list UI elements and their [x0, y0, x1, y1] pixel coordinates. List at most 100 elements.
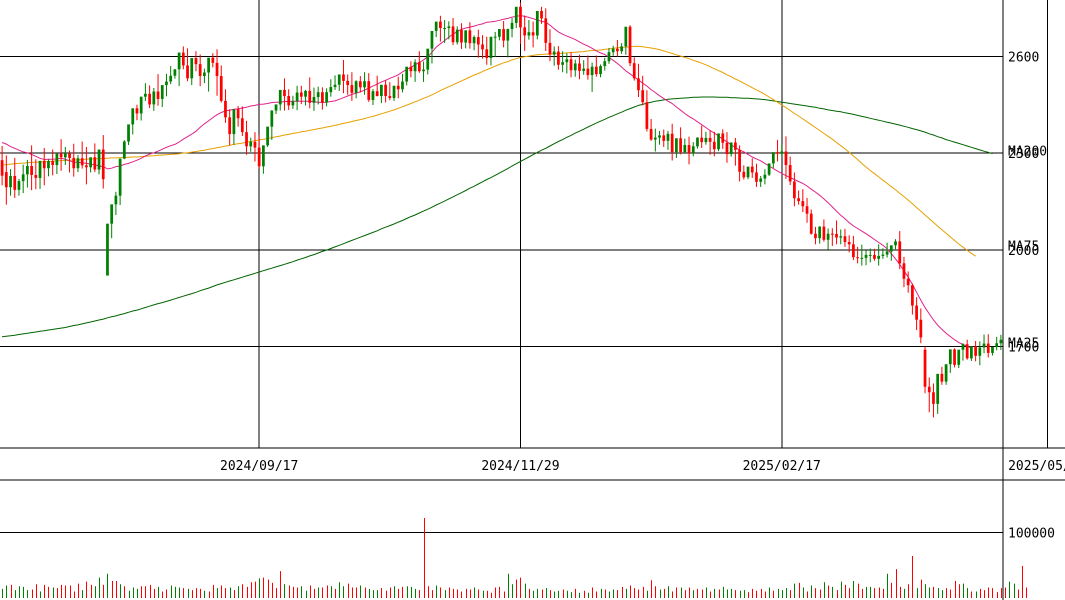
candle-body: [708, 137, 712, 142]
candle-body: [9, 175, 12, 188]
candle: [460, 23, 463, 49]
candle: [367, 73, 371, 102]
candle-body: [447, 26, 451, 29]
candle-body: [476, 37, 480, 45]
candle-body: [106, 223, 109, 276]
candle-body: [165, 81, 168, 86]
candle: [843, 228, 847, 247]
candle: [422, 61, 425, 82]
candle-body: [953, 349, 956, 365]
candle: [927, 377, 931, 413]
candle: [864, 250, 868, 266]
candle: [940, 366, 944, 385]
candle: [447, 21, 451, 40]
candle-body: [881, 254, 885, 256]
candle: [329, 79, 333, 97]
candle: [55, 153, 59, 175]
candle: [911, 283, 914, 315]
candle: [885, 242, 889, 258]
candle-body: [93, 157, 97, 170]
candle-body: [42, 160, 46, 169]
candle: [325, 88, 328, 107]
candle: [721, 129, 725, 149]
candle: [165, 73, 168, 97]
candle: [578, 54, 581, 80]
candle: [540, 6, 543, 24]
candle: [278, 89, 282, 111]
candle-body: [590, 66, 594, 76]
candle-body: [55, 153, 59, 166]
candle: [287, 89, 291, 110]
candle: [257, 134, 261, 169]
candle: [122, 140, 126, 160]
candle-body: [885, 251, 889, 255]
candle: [999, 334, 1003, 351]
candle: [712, 131, 716, 157]
candle-body: [776, 152, 779, 154]
candle-body: [144, 93, 147, 97]
candle-body: [948, 349, 952, 365]
candle: [97, 149, 101, 175]
candle-body: [906, 278, 910, 286]
candle: [586, 55, 590, 80]
candle-body: [316, 92, 320, 98]
candle: [620, 43, 623, 54]
candle: [649, 118, 653, 141]
candle-body: [472, 37, 476, 44]
candle: [729, 142, 733, 157]
candle-body: [763, 174, 767, 179]
candle-body: [346, 80, 350, 86]
candle: [207, 57, 210, 92]
candle-body: [76, 158, 80, 169]
candle-body: [173, 69, 177, 76]
candle: [936, 373, 940, 414]
candle: [548, 29, 552, 62]
candle: [531, 21, 535, 48]
candle: [211, 53, 215, 68]
date-tick-label: 2024/09/17: [220, 459, 298, 474]
candle: [426, 48, 430, 75]
candle: [152, 87, 156, 111]
candle-body: [506, 29, 510, 41]
candle-body: [287, 96, 291, 106]
candle-body: [653, 137, 657, 140]
candle: [906, 271, 910, 293]
candle-body: [384, 84, 387, 97]
candle: [464, 30, 468, 49]
candle: [986, 334, 990, 358]
candle: [47, 159, 50, 177]
candle-body: [211, 57, 215, 63]
candle-body: [599, 66, 602, 75]
candle-body: [957, 349, 961, 365]
candle-body: [565, 59, 569, 63]
candle: [527, 19, 531, 40]
candle-body: [110, 204, 114, 224]
candle-body: [784, 151, 788, 166]
candle-body: [847, 242, 851, 245]
candle: [455, 26, 459, 45]
candle: [670, 123, 674, 161]
candle: [21, 164, 25, 194]
candle: [169, 66, 173, 85]
candle: [76, 155, 80, 173]
candle-body: [413, 62, 417, 72]
candle: [299, 85, 303, 105]
candle: [34, 159, 38, 190]
candle-body: [725, 142, 729, 155]
candle-body: [839, 236, 843, 238]
candle-body: [970, 346, 973, 359]
candle-body: [679, 138, 682, 153]
candle: [13, 157, 17, 198]
candle-body: [889, 245, 893, 252]
candle-body: [325, 92, 328, 103]
candle-body: [978, 347, 982, 356]
candle: [590, 62, 594, 92]
candle: [974, 340, 977, 362]
candle-body: [156, 91, 160, 99]
candle: [186, 48, 189, 82]
candle-body: [864, 254, 868, 258]
candle: [839, 229, 843, 245]
candle-body: [257, 147, 261, 167]
candle-body: [582, 68, 586, 71]
